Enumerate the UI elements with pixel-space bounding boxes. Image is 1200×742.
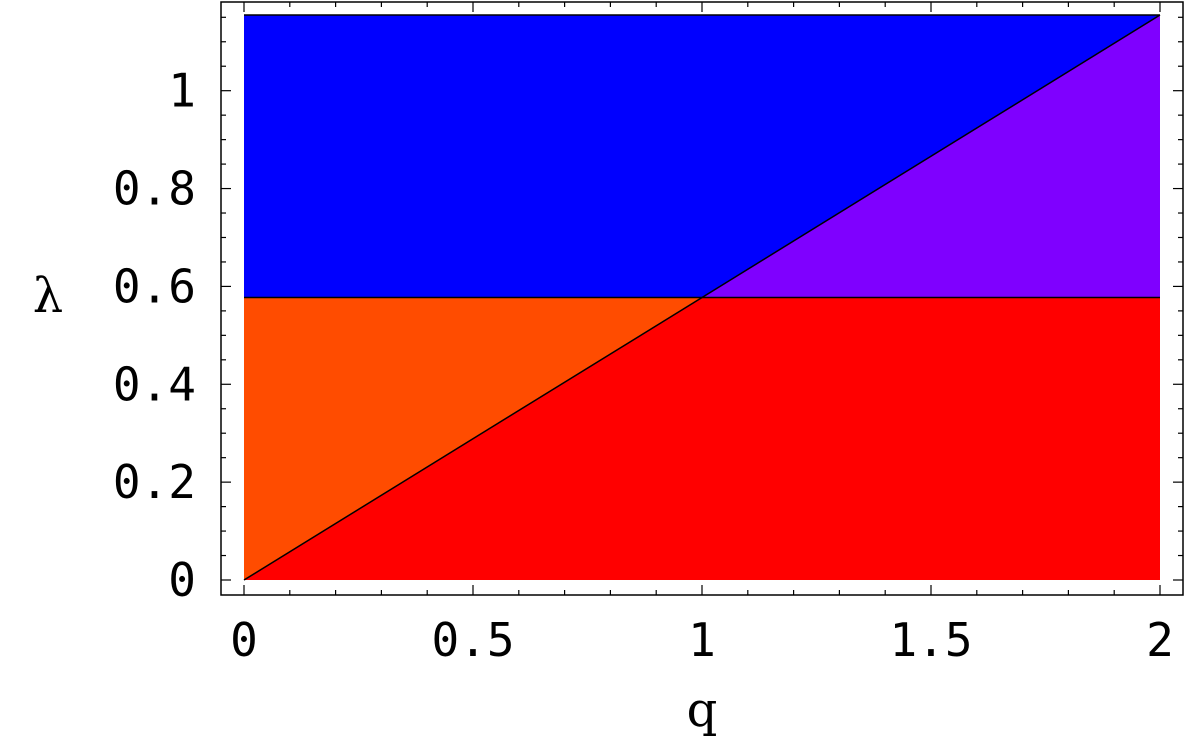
boundary-lines <box>243 14 1161 581</box>
region-4 <box>244 297 1160 580</box>
boundary-line-diagonal <box>243 14 1161 581</box>
x-axis-ticks: 0 0.5 1 1.5 2 <box>230 2 1174 667</box>
region-1 <box>244 15 1160 298</box>
y-tick-label: 0.8 <box>113 162 196 216</box>
x-tick-label: 0.5 <box>431 613 514 667</box>
x-tick-label: 0 <box>230 613 258 667</box>
x-axis-title: q <box>687 682 718 738</box>
x-tick-label: 1 <box>688 613 716 667</box>
y-axis-title: λ <box>33 268 63 324</box>
y-axis-ticks: 0 0.2 0.4 0.6 0.8 1 <box>113 16 1183 607</box>
y-tick-label: 0.6 <box>113 259 196 313</box>
y-tick-label: 0.2 <box>113 455 196 509</box>
y-tick-label: 0 <box>168 553 196 607</box>
x-tick-label: 1.5 <box>889 613 972 667</box>
x-tick-label: 2 <box>1146 613 1174 667</box>
y-tick-label: 1 <box>168 64 196 118</box>
y-tick-label: 0.4 <box>113 357 196 411</box>
